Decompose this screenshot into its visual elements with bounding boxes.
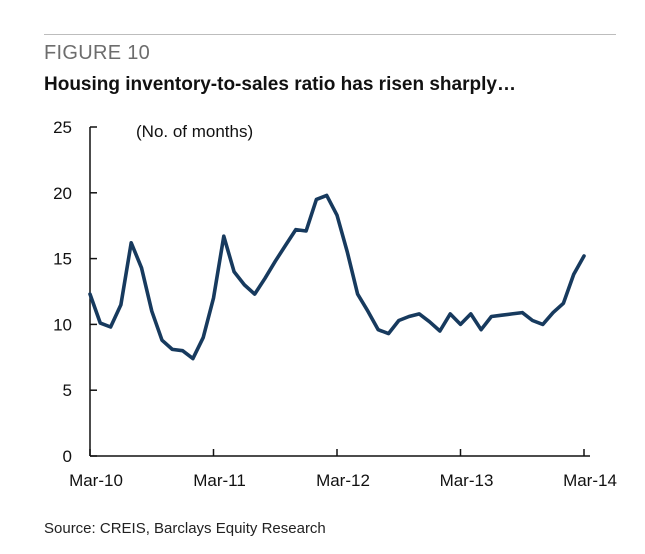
x-tick-label: Mar-11: [193, 471, 246, 490]
x-tick-label: Mar-14: [563, 471, 617, 490]
y-tick-label: 15: [53, 250, 72, 269]
chart-axes: [89, 127, 590, 457]
y-tick-label: 20: [53, 184, 72, 203]
figure-label: FIGURE 10: [44, 42, 151, 64]
y-tick-label: 5: [63, 381, 72, 400]
top-rule: [44, 34, 616, 35]
series-line-0: [88, 193, 586, 361]
y-tick-label: 25: [53, 118, 72, 137]
x-axis-ticks: Mar-10 Mar-11 Mar-12 Mar-13 Mar-14: [69, 449, 617, 490]
source-note: Source: CREIS, Barclays Equity Research: [44, 520, 326, 537]
series-group: [88, 193, 586, 361]
y-tick-label: 0: [63, 447, 72, 466]
x-tick-label: Mar-13: [440, 471, 494, 490]
y-tick-label: 10: [53, 315, 72, 334]
chart-title: Housing inventory-to-sales ratio has ris…: [44, 74, 516, 95]
x-tick-label: Mar-10: [69, 471, 123, 490]
x-tick-label: Mar-12: [316, 471, 370, 490]
y-axis-ticks: 0 5 10 15 20 25: [53, 118, 97, 466]
y-axis-unit-label: (No. of months): [136, 122, 253, 141]
